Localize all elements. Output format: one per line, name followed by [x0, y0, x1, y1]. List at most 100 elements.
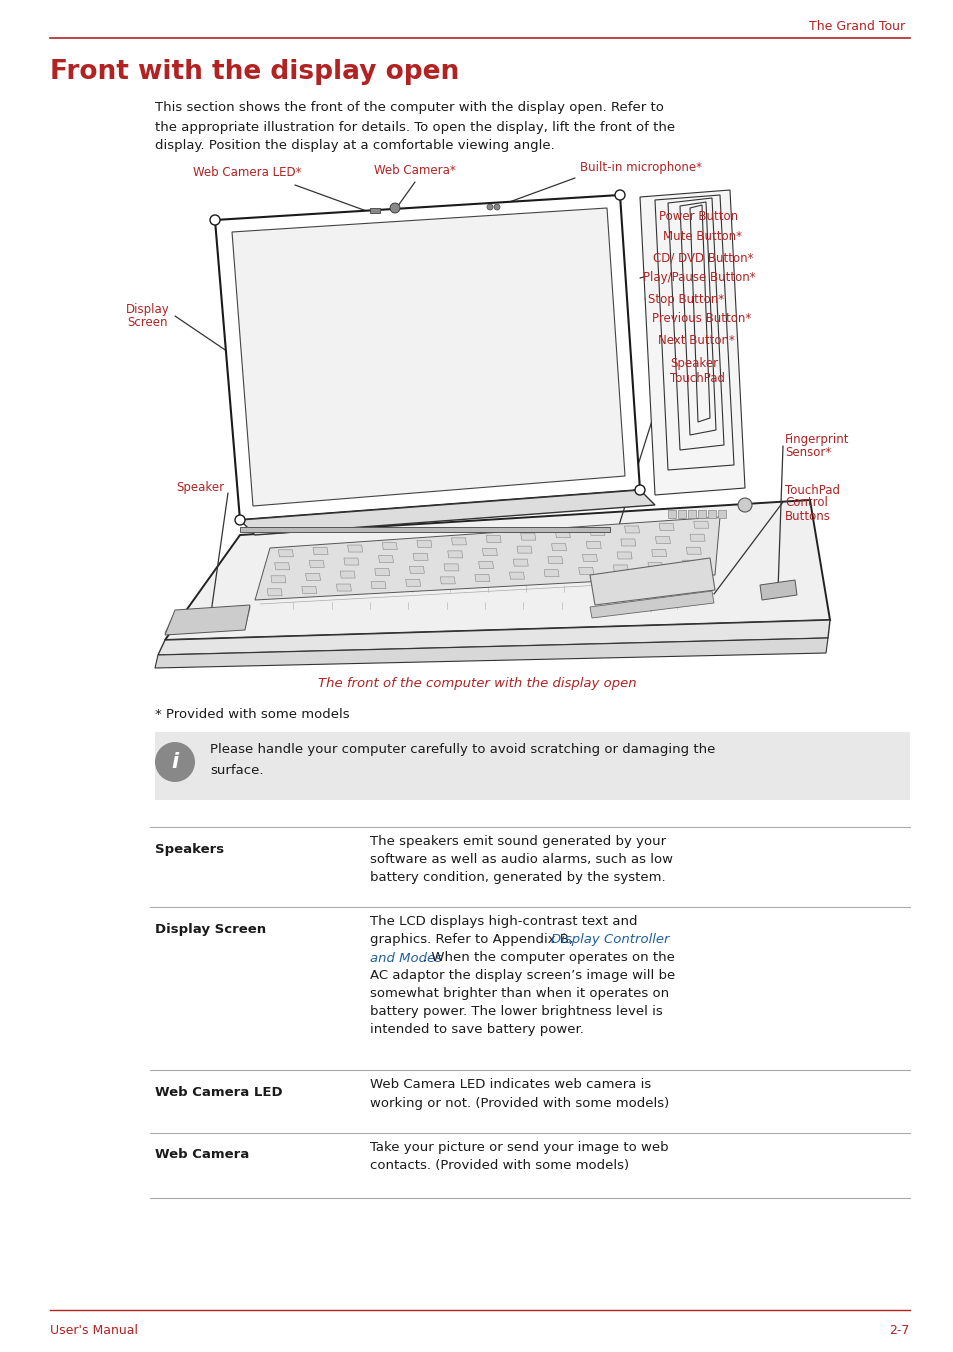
- Text: This section shows the front of the computer with the display open. Refer to: This section shows the front of the comp…: [154, 101, 663, 115]
- Polygon shape: [578, 568, 593, 575]
- Polygon shape: [443, 564, 458, 571]
- Polygon shape: [267, 589, 282, 596]
- Polygon shape: [378, 556, 394, 562]
- Polygon shape: [698, 510, 705, 518]
- Text: Power Button: Power Button: [659, 211, 738, 223]
- Polygon shape: [655, 537, 670, 544]
- Text: Display Screen: Display Screen: [154, 922, 266, 936]
- Polygon shape: [240, 489, 655, 535]
- Polygon shape: [232, 208, 624, 506]
- Polygon shape: [689, 206, 709, 422]
- Text: Control: Control: [784, 496, 827, 510]
- Polygon shape: [439, 577, 455, 584]
- Circle shape: [234, 515, 245, 525]
- Text: Web Camera LED*: Web Camera LED*: [193, 166, 301, 180]
- Text: and Modes: and Modes: [370, 952, 441, 964]
- Polygon shape: [585, 541, 600, 549]
- Polygon shape: [416, 541, 432, 548]
- Polygon shape: [689, 534, 704, 541]
- Polygon shape: [165, 604, 250, 635]
- Polygon shape: [678, 510, 685, 518]
- Polygon shape: [305, 573, 320, 580]
- Text: Take your picture or send your image to web: Take your picture or send your image to …: [370, 1141, 668, 1155]
- Polygon shape: [613, 565, 628, 572]
- Polygon shape: [681, 560, 697, 568]
- Text: Front with the display open: Front with the display open: [50, 59, 458, 85]
- Polygon shape: [659, 523, 674, 530]
- Polygon shape: [336, 584, 351, 591]
- Text: somewhat brighter than when it operates on: somewhat brighter than when it operates …: [370, 987, 668, 1000]
- Text: working or not. (Provided with some models): working or not. (Provided with some mode…: [370, 1096, 669, 1110]
- Polygon shape: [214, 195, 639, 521]
- Text: Screen: Screen: [128, 316, 168, 330]
- Text: battery power. The lower brightness level is: battery power. The lower brightness leve…: [370, 1006, 662, 1018]
- Text: i: i: [172, 752, 178, 772]
- Polygon shape: [624, 526, 639, 533]
- Text: intended to save battery power.: intended to save battery power.: [370, 1023, 583, 1037]
- Text: User's Manual: User's Manual: [50, 1324, 138, 1337]
- Text: Display Controller: Display Controller: [551, 933, 669, 946]
- Text: Sensor*: Sensor*: [784, 446, 830, 460]
- Polygon shape: [679, 201, 716, 435]
- Text: Buttons: Buttons: [784, 510, 830, 522]
- Circle shape: [738, 498, 751, 512]
- Polygon shape: [582, 554, 597, 561]
- Circle shape: [210, 215, 220, 224]
- Text: the appropriate illustration for details. To open the display, lift the front of: the appropriate illustration for details…: [154, 120, 675, 134]
- Polygon shape: [687, 510, 696, 518]
- Polygon shape: [639, 191, 744, 495]
- Polygon shape: [482, 549, 497, 556]
- Polygon shape: [555, 531, 570, 538]
- Polygon shape: [340, 571, 355, 579]
- Polygon shape: [451, 538, 466, 545]
- Text: software as well as audio alarms, such as low: software as well as audio alarms, such a…: [370, 853, 672, 867]
- Polygon shape: [647, 562, 662, 569]
- Polygon shape: [547, 557, 562, 564]
- Polygon shape: [760, 580, 796, 600]
- Text: The front of the computer with the display open: The front of the computer with the displ…: [317, 677, 636, 691]
- Polygon shape: [158, 621, 829, 654]
- Circle shape: [154, 742, 194, 781]
- Polygon shape: [589, 558, 714, 604]
- Text: Built-in microphone*: Built-in microphone*: [579, 161, 701, 174]
- Text: battery condition, generated by the system.: battery condition, generated by the syst…: [370, 872, 665, 884]
- Text: Speaker: Speaker: [175, 481, 224, 495]
- Polygon shape: [520, 533, 536, 539]
- Circle shape: [494, 204, 499, 210]
- Text: Play/Pause Button*: Play/Pause Button*: [642, 272, 755, 284]
- Text: Speaker: Speaker: [669, 357, 718, 369]
- Polygon shape: [589, 529, 604, 535]
- Polygon shape: [509, 572, 524, 579]
- Polygon shape: [667, 197, 723, 450]
- Text: 2-7: 2-7: [889, 1324, 909, 1337]
- Text: The LCD displays high-contrast text and: The LCD displays high-contrast text and: [370, 915, 637, 929]
- Polygon shape: [343, 558, 358, 565]
- Text: Web Camera*: Web Camera*: [374, 165, 456, 177]
- Text: Stop Button*: Stop Button*: [647, 292, 723, 306]
- Polygon shape: [517, 546, 532, 553]
- Polygon shape: [693, 521, 708, 529]
- Polygon shape: [651, 549, 666, 557]
- Polygon shape: [409, 566, 424, 573]
- Polygon shape: [447, 550, 462, 558]
- Polygon shape: [301, 587, 316, 594]
- Circle shape: [635, 485, 644, 495]
- Polygon shape: [655, 195, 733, 470]
- Polygon shape: [543, 569, 558, 577]
- Polygon shape: [313, 548, 328, 554]
- Polygon shape: [718, 510, 725, 518]
- Polygon shape: [405, 579, 420, 587]
- Text: Please handle your computer carefully to avoid scratching or damaging the: Please handle your computer carefully to…: [210, 744, 715, 757]
- Text: Mute Button*: Mute Button*: [662, 230, 741, 243]
- Polygon shape: [375, 569, 390, 576]
- Bar: [370, 208, 379, 214]
- Circle shape: [486, 204, 493, 210]
- Polygon shape: [382, 542, 396, 550]
- Text: Next Button*: Next Button*: [658, 334, 734, 346]
- Text: Previous Button*: Previous Button*: [651, 312, 750, 326]
- Polygon shape: [685, 548, 700, 554]
- Polygon shape: [165, 500, 829, 639]
- Text: * Provided with some models: * Provided with some models: [154, 707, 349, 721]
- FancyBboxPatch shape: [154, 731, 909, 800]
- Text: Web Camera LED indicates web camera is: Web Camera LED indicates web camera is: [370, 1079, 651, 1091]
